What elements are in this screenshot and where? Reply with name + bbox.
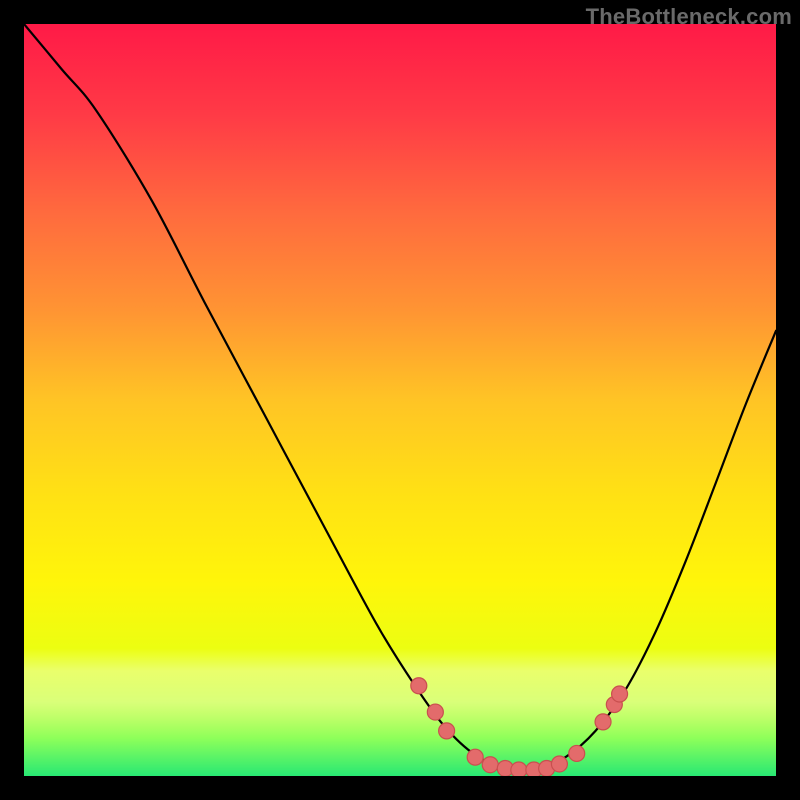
data-dot [551,756,567,772]
data-dot [439,723,455,739]
data-dot [595,714,611,730]
plot-area [24,24,776,776]
data-dot [612,686,628,702]
data-dot [427,704,443,720]
watermark-text: TheBottleneck.com [586,4,792,30]
bottleneck-chart [24,24,776,776]
outer-frame: TheBottleneck.com [0,0,800,800]
data-dot [467,749,483,765]
data-dot [569,745,585,761]
data-dot [511,762,527,776]
data-dot [482,757,498,773]
data-dot [411,678,427,694]
